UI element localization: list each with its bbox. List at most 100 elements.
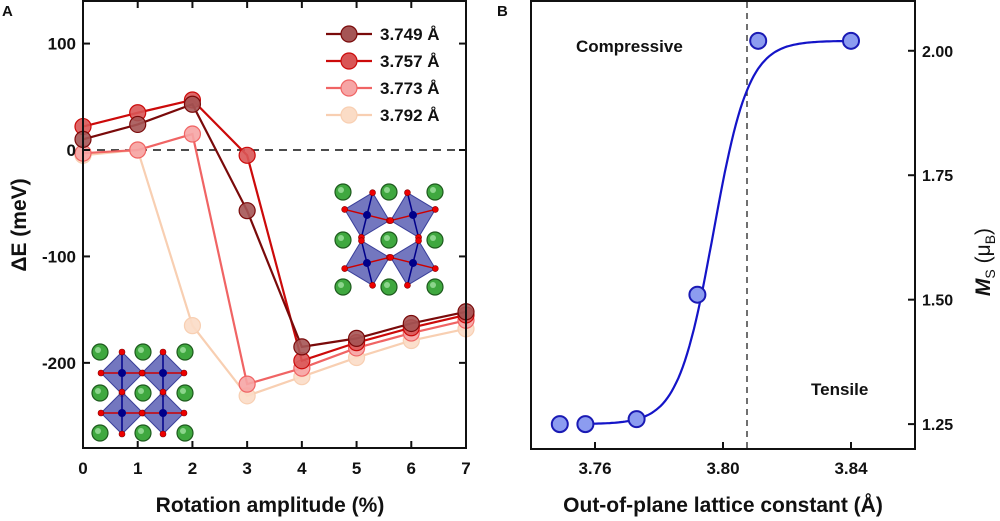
x-tick-label: 4 [297, 459, 307, 478]
octahedron [387, 237, 439, 289]
oxygen-atom [159, 388, 167, 396]
oxygen-atom [138, 409, 146, 417]
oxygen-atom [387, 254, 394, 261]
atom-highlight [338, 282, 344, 288]
series-line-0 [82, 102, 467, 349]
oxygen-atom [180, 409, 188, 417]
series-line-3 [82, 148, 467, 398]
atom-highlight [138, 347, 144, 353]
legend: 3.749 Å 3.757 Å 3.773 Å 3.792 Å [326, 25, 440, 125]
x-tick-label: 1 [133, 459, 142, 478]
oxygen-atom [387, 217, 394, 224]
crystal-structure-inset-untilted [91, 343, 194, 442]
y-label-unit-sub: B [982, 235, 998, 244]
panel-a-x-axis-label: Rotation amplitude (%) [156, 494, 385, 517]
panel-b: B 3.76 3.80 3.84 2.00 1.75 1.50 1.25 Compressi… [497, 0, 998, 517]
oxygen-atom [415, 237, 422, 244]
y-tick-label: 1.50 [922, 293, 953, 310]
data-point-2-1 [129, 141, 147, 159]
metal-atom [118, 369, 126, 377]
atom-highlight [384, 235, 390, 241]
metal-atom [409, 259, 417, 267]
compressive-annotation: Compressive [576, 37, 683, 56]
oxygen-atom [404, 189, 411, 196]
panel-b-label: B [497, 3, 508, 20]
y-label-unit: (μ [972, 244, 995, 269]
legend-marker-0 [340, 25, 358, 43]
oxygen-atom [159, 348, 167, 356]
data-point-5 [842, 31, 860, 50]
atom-highlight [338, 187, 344, 193]
atom-highlight [95, 428, 101, 434]
y-tick-label: -100 [42, 247, 76, 266]
x-tick-label: 0 [78, 459, 87, 478]
atom-highlight [180, 428, 186, 434]
atom-highlight [430, 282, 436, 288]
x-tick-label: 3.80 [706, 459, 739, 478]
atom-highlight [95, 347, 101, 353]
data-point-2-2 [183, 125, 202, 143]
x-tick-label: 3.76 [578, 459, 611, 478]
y-tick-label: 1.75 [922, 168, 953, 185]
x-tick-label: 3 [242, 459, 251, 478]
legend-label-1: 3.757 Å [380, 52, 440, 71]
atom-highlight [138, 388, 144, 394]
tensile-annotation: Tensile [811, 380, 868, 399]
x-tick-label: 7 [461, 459, 470, 478]
oxygen-atom [159, 430, 167, 438]
metal-atom [118, 409, 126, 417]
legend-marker-2 [340, 79, 358, 97]
octahedron [138, 388, 188, 438]
atom-highlight [384, 187, 390, 193]
metal-atom [409, 211, 417, 219]
legend-label-2: 3.773 Å [380, 79, 440, 98]
x-tick-label: 6 [407, 459, 416, 478]
y-tick-label: 2.00 [922, 44, 953, 61]
data-point-0-5 [347, 329, 366, 347]
oxygen-atom [341, 265, 348, 272]
panel-b-y-axis-label: MS (μB) [972, 228, 998, 296]
data-point-0 [550, 415, 569, 434]
oxygen-atom [180, 369, 188, 377]
oxygen-atom [118, 430, 126, 438]
octahedron [387, 189, 439, 241]
oxygen-atom [432, 206, 439, 213]
sigmoid-fit-curve [585, 39, 851, 425]
metal-atom [363, 211, 371, 219]
panel-a: A 0 1 2 3 4 5 6 7 100 0 -100 -200 Rotation amplitud… [2, 0, 475, 517]
data-point-0-2 [183, 95, 202, 113]
oxygen-atom [358, 237, 365, 244]
atom-highlight [430, 235, 436, 241]
oxygen-atom [138, 369, 146, 377]
oxygen-atom [118, 348, 126, 356]
atom-highlight [138, 428, 144, 434]
octahedron [341, 189, 393, 241]
data-point-0-3 [238, 202, 256, 220]
y-label-m: M [972, 278, 995, 296]
data-point-2 [627, 410, 646, 429]
y-tick-label: 1.25 [922, 417, 953, 434]
atom-highlight [384, 282, 390, 288]
crystal-structure-inset-tilted [334, 183, 444, 296]
panel-b-x-axis-label: Out-of-plane lattice constant (Å) [563, 493, 883, 517]
series-line-1 [82, 98, 467, 363]
data-point-0-1 [129, 115, 147, 134]
atom-highlight [180, 388, 186, 394]
y-tick-label: -200 [42, 354, 76, 373]
legend-marker-1 [340, 52, 358, 70]
data-point-1-3 [238, 146, 256, 164]
data-point-3-2 [183, 317, 202, 335]
series-line-2 [82, 132, 467, 386]
oxygen-atom [341, 206, 348, 213]
panel-a-plot-frame [82, 0, 467, 449]
y-label-s: S [982, 269, 998, 278]
panel-a-y-axis-label: ΔE (meV) [8, 178, 31, 271]
metal-atom [363, 259, 371, 267]
x-tick-label: 5 [352, 459, 361, 478]
legend-label-3: 3.792 Å [380, 106, 440, 125]
legend-label-0: 3.749 Å [380, 25, 440, 44]
metal-atom [159, 409, 167, 417]
data-point-3 [688, 285, 707, 304]
panel-a-label: A [2, 3, 13, 20]
